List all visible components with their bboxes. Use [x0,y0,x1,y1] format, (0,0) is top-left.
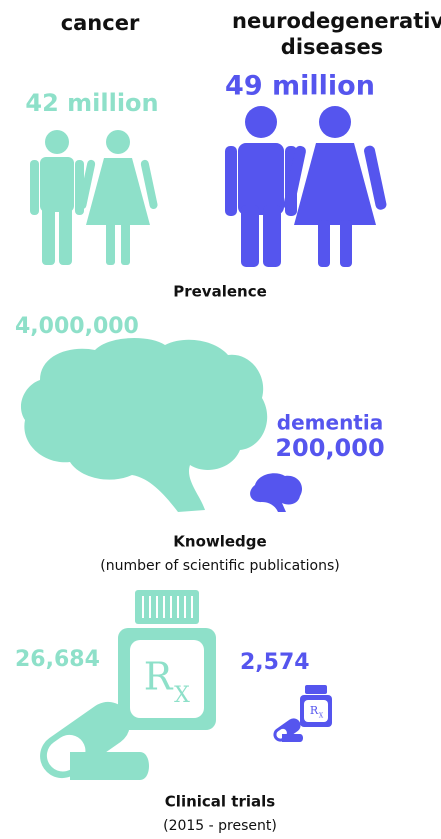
neuro-trials: 2,574 [240,650,310,675]
blue-bottle: R X [300,685,332,727]
dementia-label: dementia [277,411,383,435]
teal-bottle: R X [118,590,216,730]
cancer-prevalence: 42 million [25,89,158,117]
cancer-publications: 4,000,000 [15,314,139,339]
blue-brain [250,473,302,512]
trials-sublabel: (2015 - present) [163,818,277,834]
header-neuro: neurodegenerative diseases [232,8,432,60]
neuro-prevalence: 49 million [225,71,375,102]
prevalence-label: Prevalence [173,283,267,301]
infographic: cancer 42 million 49 million Prevalence … [0,0,441,839]
header-cancer: cancer [61,11,140,35]
knowledge-sublabel: (number of scientific publications) [100,558,339,574]
small-rx-r: R [310,704,319,717]
graphic: cancer 42 million 49 million Prevalence … [0,0,441,839]
blue-people [225,106,387,267]
cancer-trials: 26,684 [15,647,100,672]
teal-pill-half [70,752,149,780]
teal-people [30,130,158,265]
rx-r: R [144,655,174,699]
dementia-publications: 200,000 [275,434,384,462]
teal-brain [21,338,267,512]
trials-label: Clinical trials [165,793,275,811]
small-rx-x: X [319,713,324,720]
rx-x: X [174,683,190,708]
blue-pill-half [282,734,303,742]
knowledge-label: Knowledge [173,533,266,551]
